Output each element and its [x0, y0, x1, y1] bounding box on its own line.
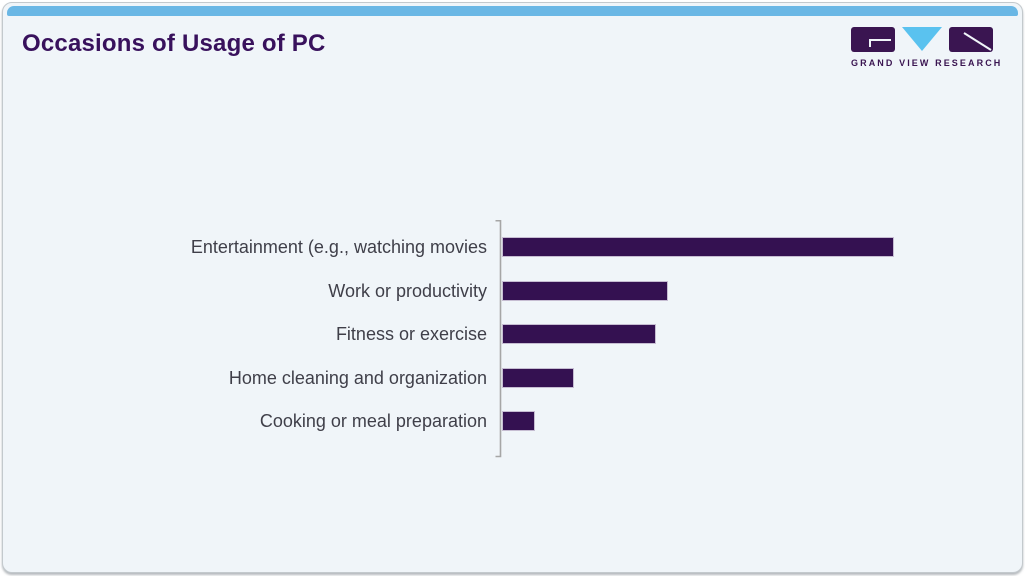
- bar-row: Work or productivity: [3, 280, 1022, 301]
- gvr-logo-icon: [851, 27, 993, 52]
- brand-name: GRAND VIEW RESEARCH: [851, 58, 1003, 68]
- bar-row: Home cleaning and organization: [3, 367, 1022, 388]
- category-label: Home cleaning and organization: [228, 367, 487, 388]
- grand-view-research-logo: GRAND VIEW RESEARCH: [851, 27, 1003, 68]
- bar-row: Entertainment (e.g., watching movies: [3, 237, 1022, 257]
- category-label: Entertainment (e.g., watching movies: [190, 237, 487, 257]
- category-label: Cooking or meal preparation: [259, 411, 487, 431]
- bar: [502, 367, 574, 388]
- category-label: Work or productivity: [328, 280, 487, 301]
- bar-row: Fitness or exercise: [3, 324, 1022, 344]
- logo-r-mark: [963, 32, 992, 51]
- y-axis-bracket: [495, 219, 502, 458]
- bar: [502, 411, 535, 431]
- bar: [502, 237, 894, 257]
- category-label: Fitness or exercise: [335, 324, 487, 344]
- logo-g-mark: [869, 39, 891, 47]
- bar-chart: Entertainment (e.g., watching movies Work…: [3, 219, 1022, 459]
- accent-bar: [7, 6, 1018, 16]
- bar: [502, 324, 656, 344]
- logo-r-block: [949, 27, 993, 52]
- bar-row: Cooking or meal preparation: [3, 411, 1022, 431]
- page-title: Occasions of Usage of PC: [22, 30, 326, 57]
- logo-v-triangle: [902, 27, 942, 51]
- bar: [502, 280, 668, 301]
